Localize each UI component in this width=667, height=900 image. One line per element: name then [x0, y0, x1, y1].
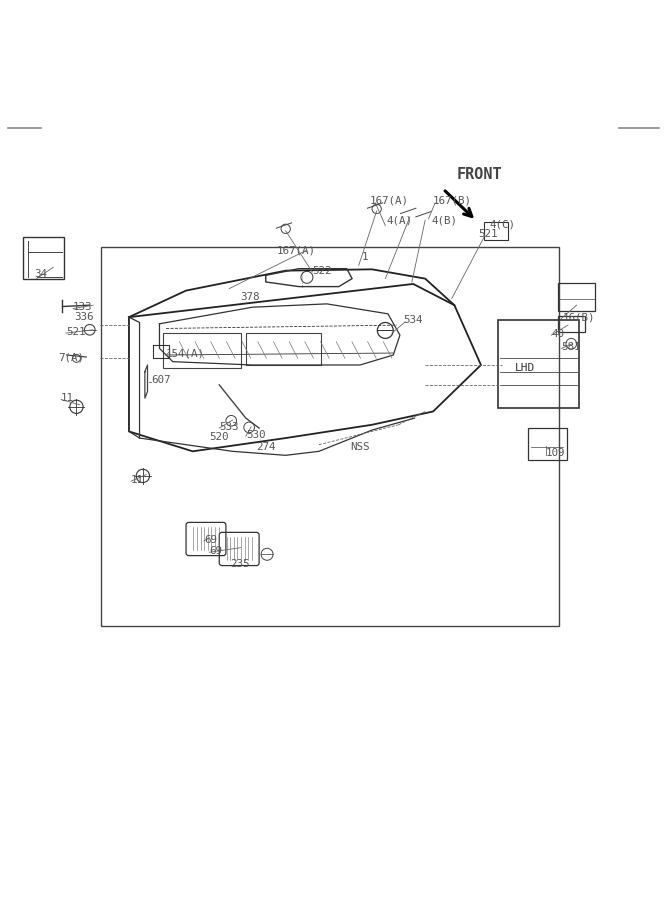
Text: 533: 533	[219, 422, 239, 432]
Bar	[558, 283, 594, 310]
Text: 4(C): 4(C)	[490, 220, 516, 230]
Text: 520: 520	[209, 432, 229, 442]
Text: 4(A): 4(A)	[387, 216, 413, 226]
Text: 154(A): 154(A)	[166, 348, 205, 359]
Bar	[246, 333, 321, 365]
Text: 167(A): 167(A)	[370, 196, 409, 206]
Text: 4(B): 4(B)	[432, 216, 458, 226]
Text: 69: 69	[209, 546, 222, 556]
Text: 109: 109	[546, 448, 566, 458]
Text: 521: 521	[478, 230, 498, 239]
Text: 274: 274	[255, 442, 275, 452]
Bar	[23, 238, 65, 279]
Text: 530: 530	[246, 429, 265, 440]
Text: 133: 133	[73, 302, 93, 312]
Text: 521: 521	[66, 327, 85, 337]
Bar	[163, 333, 241, 368]
Text: 11: 11	[131, 475, 144, 485]
Text: 69: 69	[204, 535, 217, 544]
Bar	[498, 320, 579, 409]
Text: 336: 336	[75, 312, 94, 322]
Bar	[558, 316, 584, 332]
Text: 581: 581	[562, 342, 581, 352]
Text: 167(B): 167(B)	[433, 196, 472, 206]
Text: 1: 1	[362, 252, 368, 263]
Text: 607: 607	[151, 375, 170, 385]
Bar	[101, 248, 560, 626]
Text: 534: 534	[404, 316, 423, 326]
Text: FRONT: FRONT	[457, 166, 502, 182]
Text: 167(A): 167(A)	[277, 246, 316, 256]
Text: 34: 34	[35, 269, 47, 279]
Text: 235: 235	[231, 559, 250, 569]
Text: 40: 40	[552, 328, 564, 338]
Text: NSS: NSS	[350, 442, 370, 452]
Text: 11: 11	[61, 393, 74, 403]
Text: LHD: LHD	[515, 364, 535, 374]
Text: 378: 378	[241, 292, 260, 302]
Text: 7(A): 7(A)	[58, 352, 84, 362]
Text: 522: 522	[312, 266, 331, 275]
Text: 16(B): 16(B)	[563, 312, 595, 322]
